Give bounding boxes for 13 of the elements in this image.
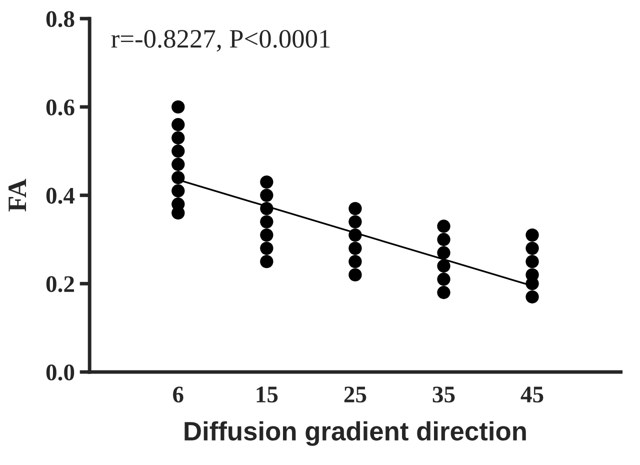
x-tick-label: 15 [256, 386, 278, 403]
y-tick-label: 0.0 [46, 364, 74, 381]
y-tick-label: 0.6 [46, 99, 74, 116]
y-tick-label: 0.2 [46, 276, 74, 292]
x-axis-title: Diffusion gradient direction [184, 421, 526, 446]
y-tick-label: 0.4 [46, 188, 75, 204]
x-tick-label: 25 [344, 386, 366, 403]
x-tick-label: 6 [173, 386, 184, 403]
x-tick-label: 35 [432, 386, 455, 403]
y-tick-label: 0.8 [46, 11, 74, 28]
y-axis-title: FA [8, 178, 26, 212]
x-tick-label: 45 [520, 386, 544, 403]
annotation: r=-0.8227, P<0.0001 [111, 30, 330, 52]
